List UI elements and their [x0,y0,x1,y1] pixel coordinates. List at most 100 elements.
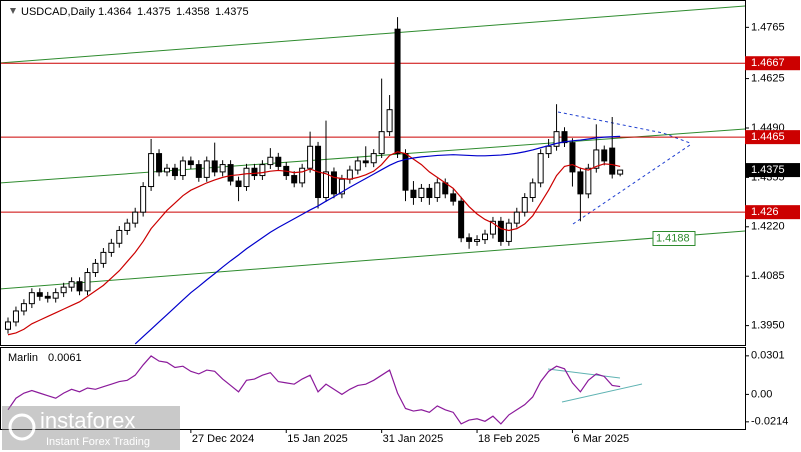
candle-body [585,167,592,195]
level-label: 1.4667 [751,57,785,69]
triangle-upper [557,111,691,144]
level-label-box [745,130,800,145]
candle-body [76,281,83,292]
candle-body [299,167,306,184]
level-label: 1.4465 [751,131,785,143]
candle-body [243,167,250,188]
candle-body [378,131,385,155]
indicator-y-tick-label: 0.0301 [751,350,785,362]
candle-body [68,281,75,288]
watermark: instaforex Instant Forex Trading [2,406,180,450]
candle-body [84,272,91,292]
indicator-plot [7,355,643,425]
candle-body [132,211,139,224]
candle-body [195,164,202,178]
candle-body [307,145,314,169]
price-label-box [745,163,800,178]
channel-label-box [652,231,696,247]
candle-body [370,153,377,164]
channel-bottom [1,230,745,290]
moving-average [7,151,621,336]
x-tick-label: 18 Feb 2025 [478,433,540,445]
price-panel-frame [0,0,746,346]
x-tick-label: 15 Jan 2025 [287,433,348,445]
candle-body [259,164,266,177]
candle-body [116,229,123,244]
candle-body [601,149,608,162]
candle-body [617,169,624,175]
candle-body [346,169,353,180]
y-tick-label: 1.4625 [751,72,785,84]
candle-body [609,147,616,175]
candle-body [466,237,473,242]
candle-body [434,182,441,199]
chart-title: USDCAD,Daily [21,6,95,18]
indicator-title: Marlin [8,352,38,364]
candle-body [187,160,194,166]
candle-body [513,211,520,224]
candle-body [156,153,163,173]
watermark-logo [8,413,36,441]
candle-body [140,186,147,213]
candle-body [291,175,298,184]
candle-body [482,233,488,241]
level-label-box [745,205,800,220]
candle-body [537,153,544,184]
candle-body [179,160,186,177]
candle-body [362,160,369,164]
candle-body [569,142,576,173]
candle-body [553,131,560,147]
candle-body [593,149,600,169]
level-label-box [745,56,800,71]
watermark-brand: instaforex [40,408,135,433]
candle-body [211,160,218,173]
moving-average [134,135,621,345]
indicator-y-tick-label: -0.0214 [751,416,788,428]
candle-body [545,145,552,155]
candle-body [12,310,19,323]
candle-body [5,321,11,330]
candle-body [323,171,329,199]
candle-body [36,292,43,297]
indicator-y-tick-label: 0.00 [751,388,772,400]
x-tick-label: 27 Dec 2024 [192,433,254,445]
candle-body [203,160,210,178]
ohlc-open: 1.4364 [98,6,132,18]
channel-label: 1.4188 [656,232,690,244]
price-label: 1.4375 [751,164,785,176]
candle-body [458,200,465,239]
osc-trend-upper [547,368,621,379]
candle-body [275,156,282,167]
candle-body [330,171,337,195]
candle-body [529,182,536,199]
candle-body [410,189,417,199]
candle-body [235,180,242,188]
candle-body [505,222,512,242]
candle-body [28,292,35,305]
candle-body [52,292,59,299]
candle-body [148,153,155,188]
ohlc-high: 1.4375 [137,6,171,18]
candle-body [521,197,528,213]
x-tick-label: 6 Mar 2025 [573,433,629,445]
indicator-value: 0.0061 [48,352,82,364]
ohlc-close: 1.4375 [215,6,249,18]
candle-body [92,262,99,274]
candle-body [164,167,170,173]
osc-trend-lower [561,383,643,403]
candle-body [386,109,393,133]
indicator-line [7,355,621,425]
candle-body [219,164,226,173]
ohlc-low: 1.4358 [176,6,210,18]
watermark-box [2,406,180,450]
y-tick-label: 1.3950 [751,320,785,332]
symbol-icon [10,8,16,14]
candle-body [60,286,67,294]
candle-body [450,193,457,202]
candle-body [108,242,115,253]
x-tick-label: 31 Jan 2025 [383,433,444,445]
candle-body [251,167,258,177]
channel-top [1,5,745,64]
candle-body [394,28,401,155]
candle-body [338,178,345,195]
